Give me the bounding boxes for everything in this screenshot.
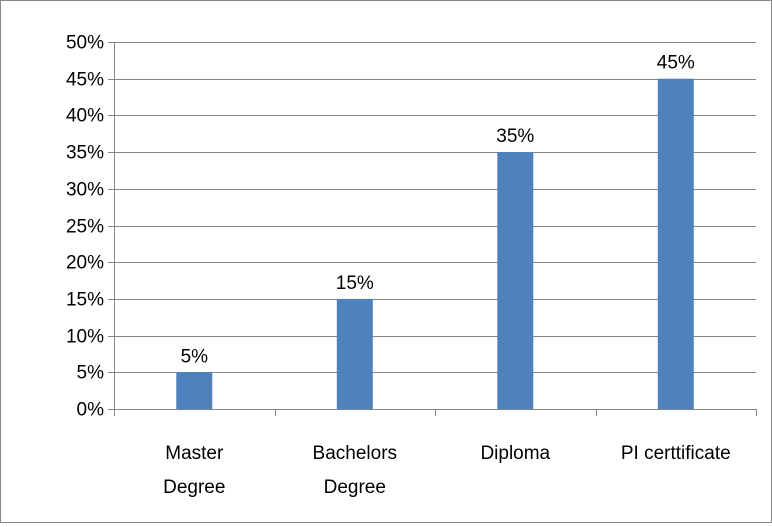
y-tick-label: 5% [77, 363, 105, 384]
category-label: Degree [324, 477, 386, 498]
category-label: Diploma [480, 443, 550, 464]
bars [176, 78, 694, 409]
y-tick-label: 45% [66, 70, 104, 91]
category-label: Degree [163, 477, 225, 498]
y-tick-label: 35% [66, 143, 104, 164]
data-label: 15% [336, 273, 374, 294]
gridlines [108, 42, 756, 410]
bar [497, 152, 534, 409]
y-tick-label: 30% [66, 180, 104, 201]
y-tick-label: 25% [66, 217, 104, 238]
y-tick-label: 40% [66, 106, 104, 127]
bar [657, 78, 694, 409]
labels: 0% 5% 10% 15% 20% 25% 30% 35% 40% 45% 50% 5% Master D… [66, 33, 731, 499]
y-tick-label: 0% [77, 400, 105, 421]
y-tick-label: 20% [66, 253, 104, 274]
y-tick-label: 50% [66, 33, 104, 54]
y-tick-label: 15% [66, 290, 104, 311]
category-label: Bachelors [313, 443, 398, 464]
category-label: Master [165, 443, 224, 464]
category-label: PI certtificate [621, 443, 731, 464]
data-label: 5% [181, 346, 209, 367]
bar [336, 298, 373, 409]
y-tick-label: 10% [66, 327, 104, 348]
bar [176, 372, 213, 409]
data-label: 35% [496, 126, 534, 147]
data-label: 45% [657, 53, 695, 74]
axes [114, 42, 757, 416]
